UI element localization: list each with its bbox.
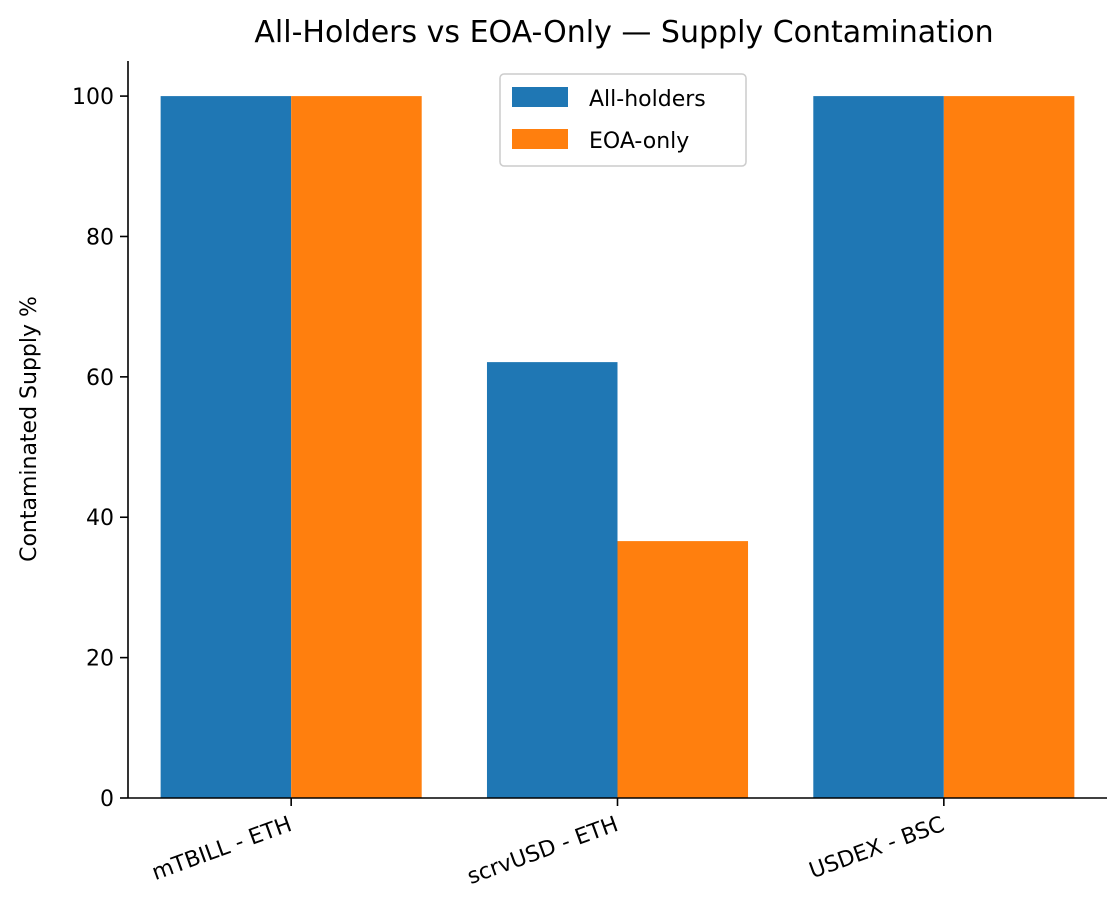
y-tick-label: 60 — [86, 366, 114, 391]
bar-eoa-only-1 — [617, 541, 749, 798]
bars-layer — [160, 96, 1075, 799]
bar-all-holders-1 — [486, 362, 618, 798]
x-tick-label: scrvUSD - ETH — [464, 812, 621, 890]
y-axis-label: Contaminated Supply % — [17, 296, 42, 562]
x-tick-label: USDEX - BSC — [806, 812, 948, 884]
legend-label: All-holders — [589, 87, 706, 112]
legend-swatch — [512, 129, 568, 149]
bar-eoa-only-0 — [291, 96, 422, 799]
y-tick-label: 80 — [86, 225, 114, 250]
chart-title: All-Holders vs EOA-Only — Supply Contami… — [254, 15, 993, 50]
y-tick-label: 20 — [86, 647, 114, 672]
bar-all-holders-0 — [160, 96, 292, 799]
bar-eoa-only-2 — [943, 96, 1075, 799]
legend-swatch — [512, 87, 568, 107]
x-tick-label: mTBILL - ETH — [149, 812, 295, 886]
bar-all-holders-2 — [813, 96, 944, 799]
legend-label: EOA-only — [589, 129, 689, 154]
y-tick-label: 40 — [86, 506, 114, 531]
y-tick-label: 0 — [100, 787, 114, 812]
legend: All-holders EOA-only — [499, 73, 747, 167]
y-tick-label: 100 — [72, 85, 114, 110]
